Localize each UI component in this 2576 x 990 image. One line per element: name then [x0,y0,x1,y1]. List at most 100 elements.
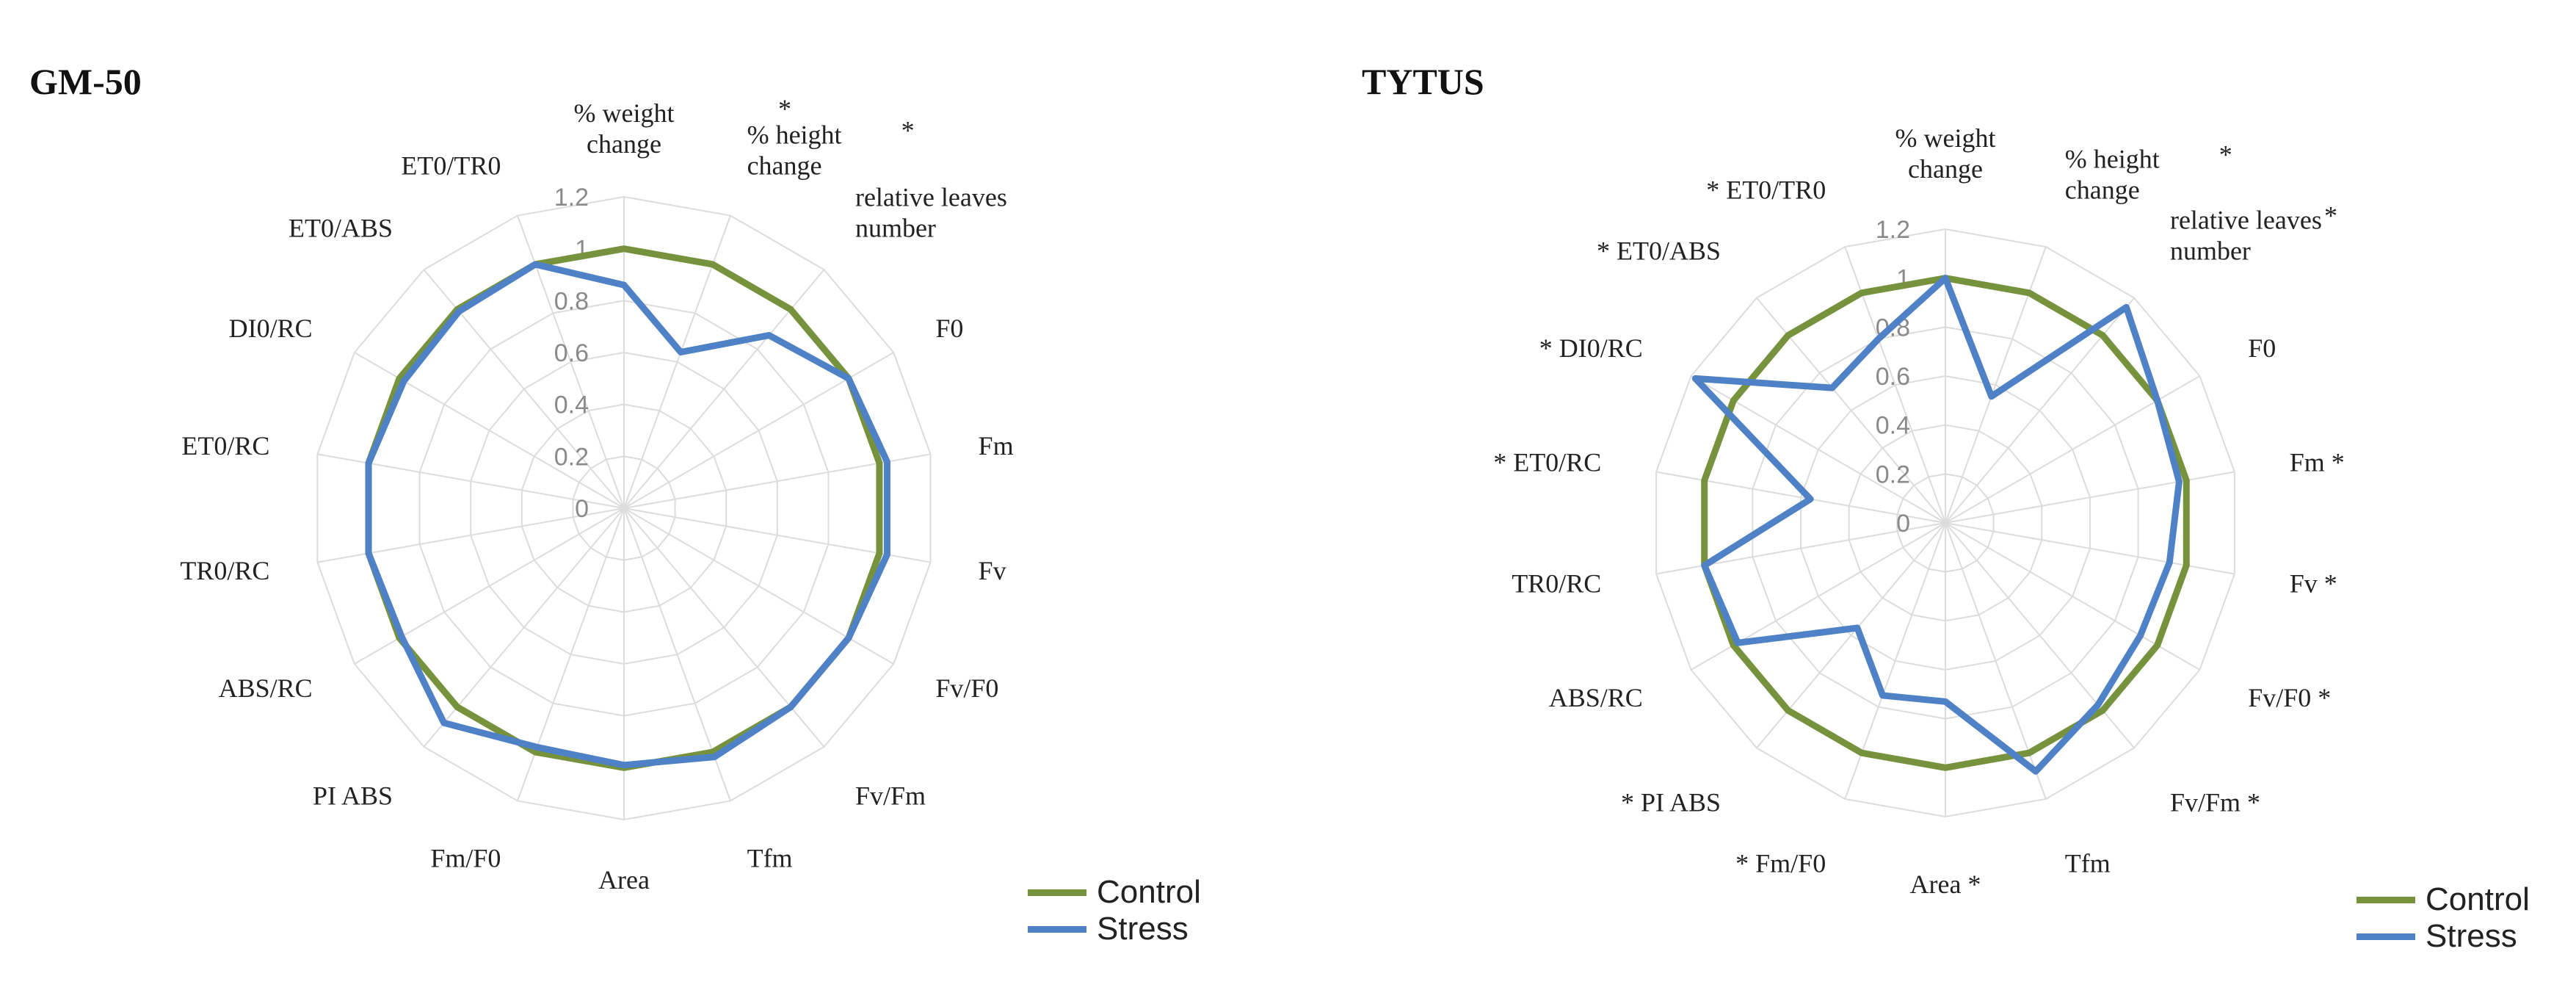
significance-mark: * [778,94,791,123]
axis-label-line: TR0/RC [180,556,269,585]
axis-label-fm: Fm * [2290,447,2345,477]
legend-item-control: Control [2357,881,2530,918]
radar-panel-gm50: GM-50 0 0.2 0.4 0.6 0.8 1 1.2% weight change *% … [29,61,1201,947]
axis-label-line: ET0/ABS [289,214,393,243]
chart-legend: Control Stress [1028,874,1201,947]
axis-label-fv-f0: Fv/F0 [935,673,998,703]
axis-label-line: % height [2065,145,2160,174]
significance-mark: * [2219,140,2232,170]
axis-label-line: Fv * [2290,569,2337,599]
axis-label-line: F0 [935,314,963,343]
axis-label-line: Fm * [2290,447,2345,477]
axis-label-fv-fm: Fv/Fm [855,781,926,810]
axis-label-area: Area * [1910,870,1981,899]
axis-label-fv: Fv * [2290,569,2337,599]
axis-label-line: Fm [979,431,1014,460]
axis-label-line: relative leaves [855,183,1007,212]
axis-label-abs-rc: ABS/RC [1549,683,1643,712]
axis-label-line: ABS/RC [1549,683,1643,712]
axis-label-area: Area [598,865,650,895]
axis-label-tr0-rc: TR0/RC [1512,569,1601,599]
legend-label-stress: Stress [2426,918,2517,954]
axis-label-f0: F0 [2248,333,2276,363]
tick-label: 0 [575,495,589,523]
axis-label-line: % weight [1895,123,1996,153]
chart-title: TYTUS [1362,61,1484,102]
axis-label-line: ABS/RC [219,673,313,703]
tick-label: 1.2 [1876,216,1910,244]
axis-label-line: F0 [2248,333,2276,363]
axis-label-f0: F0 [935,314,963,343]
tick-label: 0.4 [554,391,589,419]
axis-label-tr0-rc: TR0/RC [180,556,269,585]
axis-label-tfm: Tfm [2065,848,2111,878]
axis-label-line: Area * [1910,870,1981,899]
axis-label-fm-f0: * Fm/F0 [1735,848,1826,878]
axis-label-line: * ET0/RC [1493,447,1601,477]
axis-label-line: number [2170,236,2251,265]
axis-label-line: Fm/F0 [430,843,501,872]
significance-mark: * [2324,200,2337,230]
axis-label-fm-f0: Fm/F0 [430,843,501,872]
axis-label-et0-tr0: * ET0/TR0 [1706,176,1826,205]
tick-label: 0.4 [1876,412,1910,440]
axis-label-line: change [1908,154,1983,184]
radar-grid [316,195,932,821]
legend-item-stress: Stress [1028,911,1201,947]
axis-label-et0-rc: * ET0/RC [1493,447,1601,477]
axis-label-di0-rc: * DI0/RC [1539,333,1643,363]
axis-label-line: * ET0/ABS [1597,236,1721,265]
axis-label-line: ET0/RC [181,431,269,460]
axis-label-line: Fv/F0 [935,673,998,703]
axis-label-fm: Fm [979,431,1014,460]
axis-label-line: PI ABS [313,781,393,810]
axis-label-di0-rc: DI0/RC [229,314,313,343]
axis-label-line: Area [598,865,650,895]
axis-label-line: * ET0/TR0 [1706,176,1826,205]
legend-swatch-control [2357,896,2415,903]
significance-mark: * [901,116,915,145]
axis-label-line: Fv/Fm * [2170,788,2260,817]
legend-swatch-control [1028,889,1086,896]
legend-swatch-stress [1028,925,1086,933]
tick-label: 1.2 [554,184,589,212]
axis-label-line: TR0/RC [1512,569,1601,599]
chart-title: GM-50 [29,61,142,102]
axis-label-et0-rc: ET0/RC [181,431,269,460]
axis-label-line: Tfm [2065,848,2111,878]
axis-label-line: change [2065,176,2140,205]
legend-label-control: Control [2426,881,2530,917]
axis-label-et0-tr0: ET0/TR0 [401,151,501,181]
axis-label-pi-abs: * PI ABS [1621,788,1721,817]
axis-label-tfm: Tfm [747,843,793,872]
axis-label-line: relative leaves [2170,205,2322,234]
axis-label-line: ET0/TR0 [401,151,501,181]
tick-label: 0.8 [554,287,589,315]
axis-label-line: Tfm [747,843,793,872]
axis-label-et0-abs: * ET0/ABS [1597,236,1721,265]
axis-label-line: DI0/RC [229,314,313,343]
tick-label: 0.6 [1876,363,1910,391]
axis-label-line: change [747,151,822,181]
axis-label-pi-abs: PI ABS [313,781,393,810]
legend-item-stress: Stress [2357,918,2530,955]
axis-label-fv-f0: Fv/F0 * [2248,683,2331,712]
axis-label-line: % weight [574,98,675,128]
tick-label: 0 [1896,510,1910,538]
legend-label-stress: Stress [1097,911,1189,947]
tick-label: 0.2 [1876,460,1910,488]
radar-panel-tytus: TYTUS 0 0.2 0.4 0.6 0.8 1 1.2% weight change% h… [1288,0,2576,990]
axis-label-line: change [587,129,661,159]
legend-label-control: Control [1097,874,1201,910]
axis-label-line: number [855,214,936,243]
axis-label-line: Fv/F0 * [2248,683,2331,712]
axis-label-et0-abs: ET0/ABS [289,214,393,243]
